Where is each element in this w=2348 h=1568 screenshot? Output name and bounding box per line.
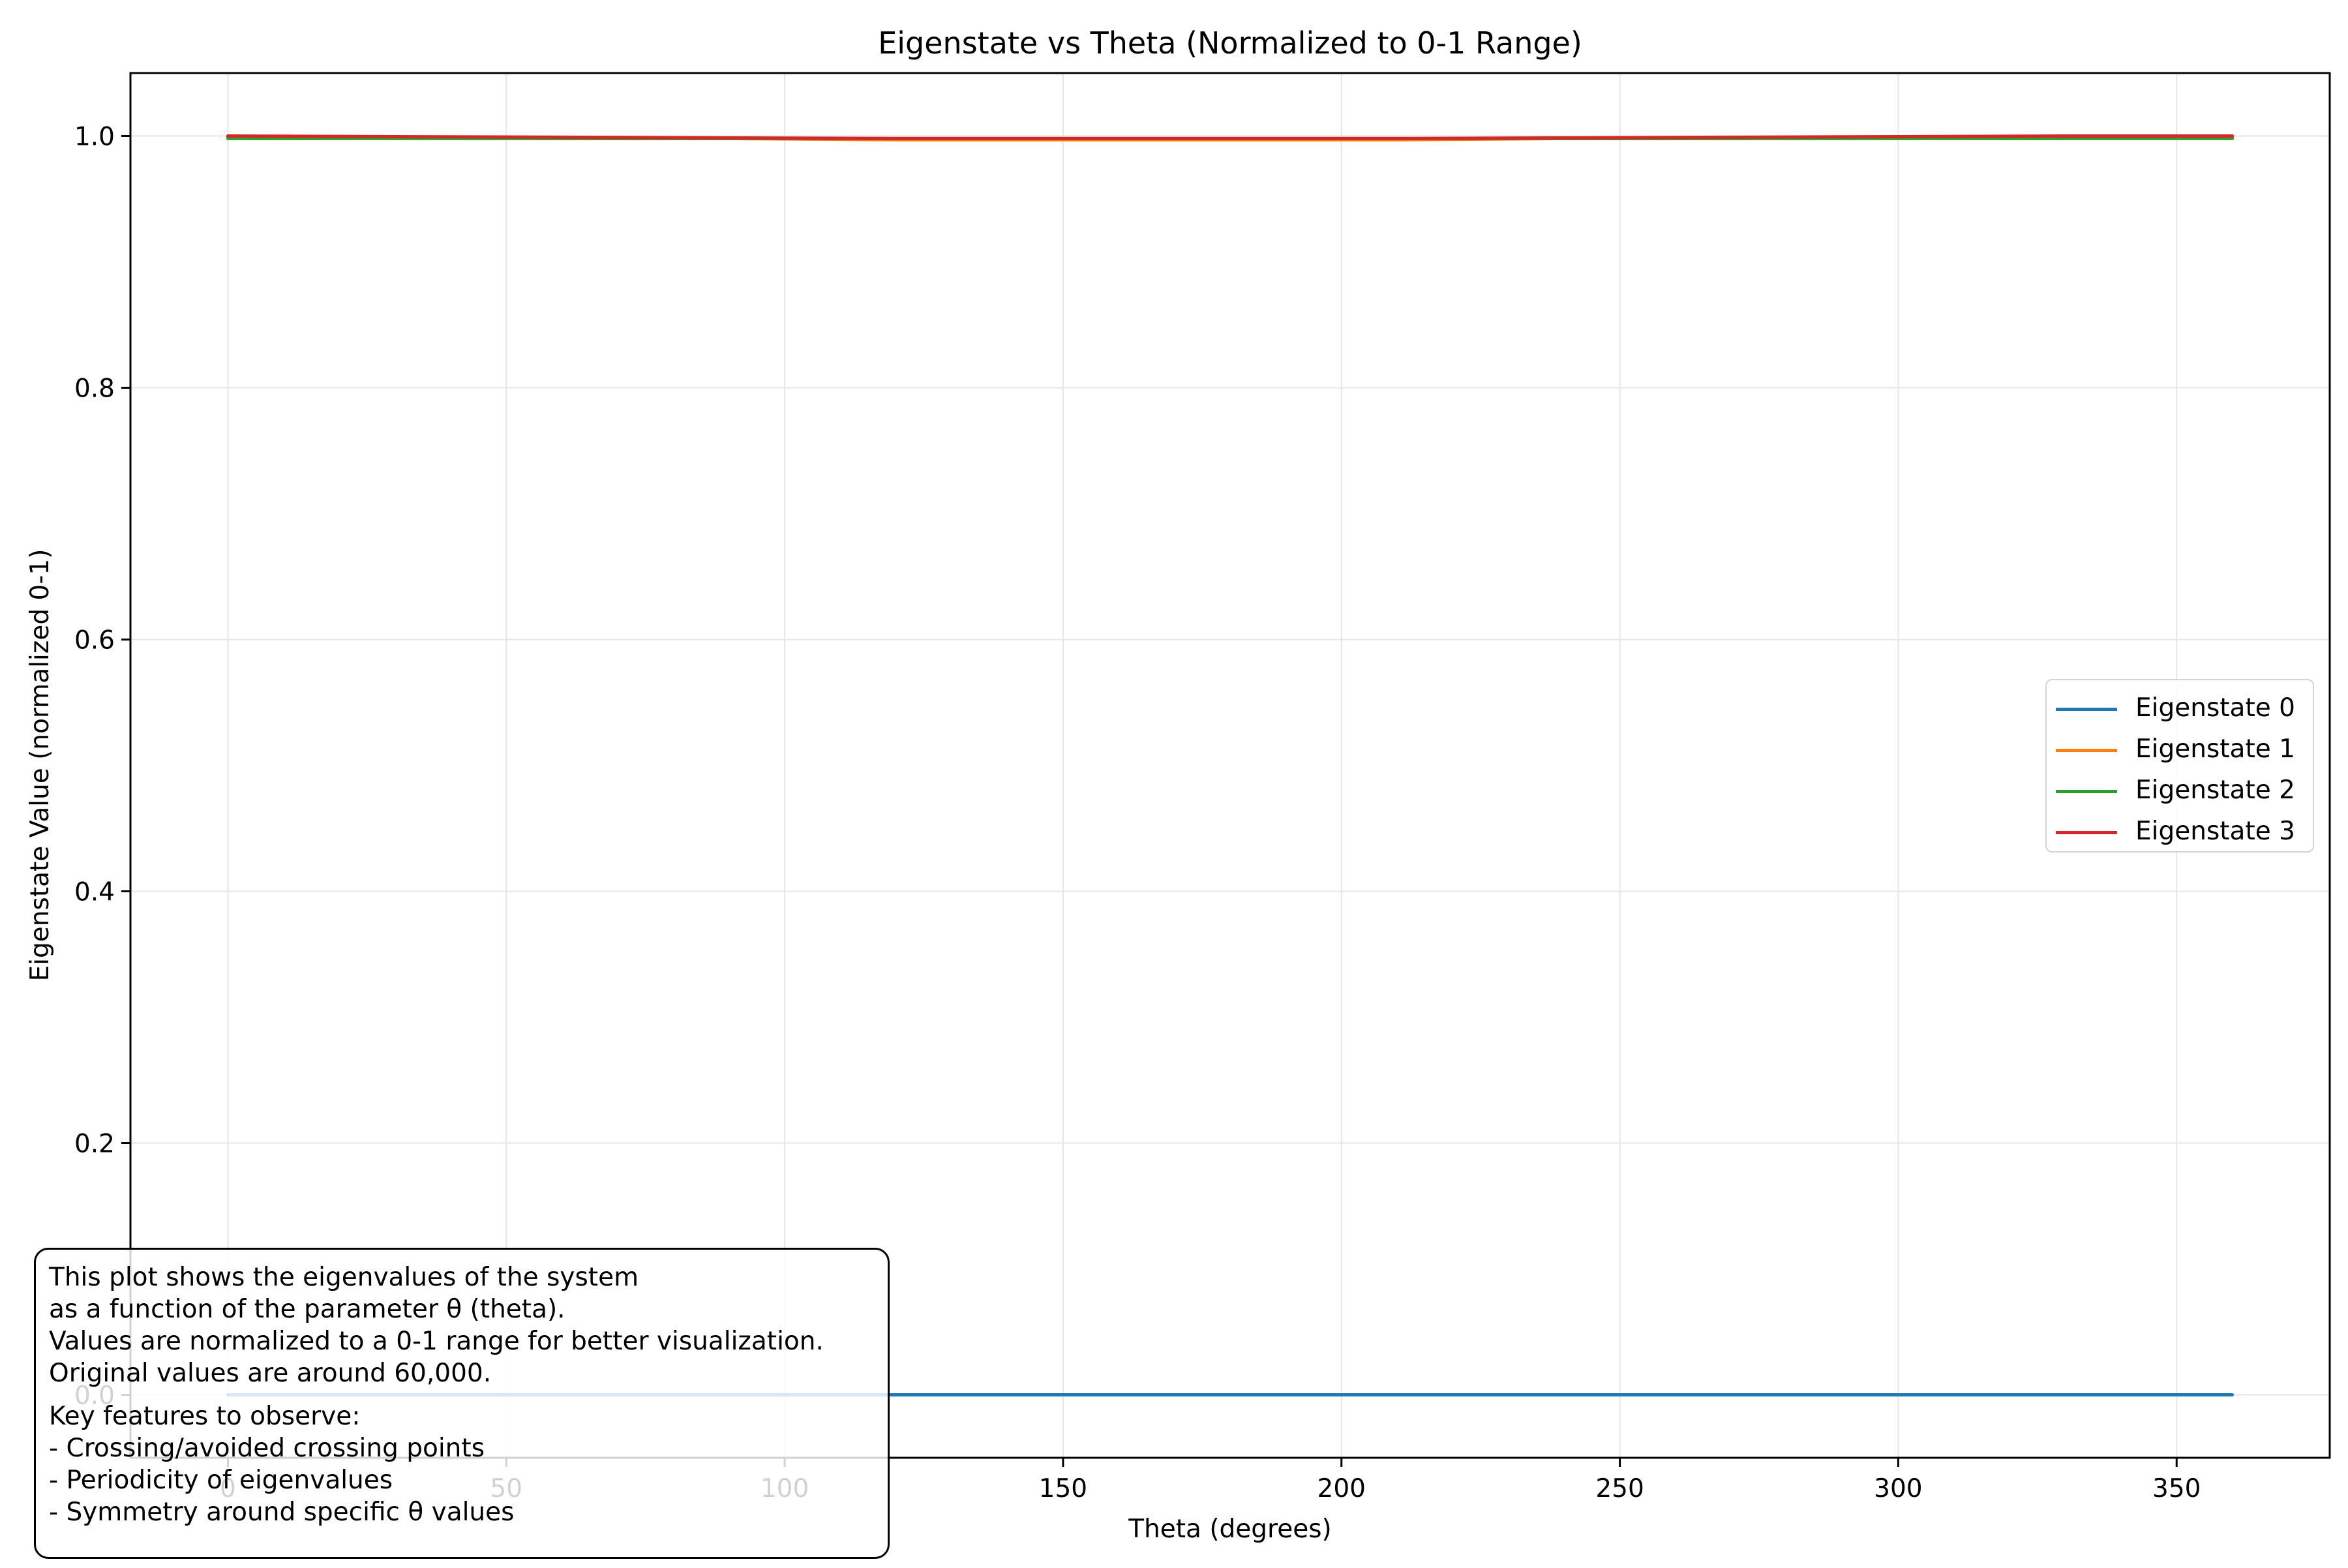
- x-axis-label: Theta (degrees): [1128, 1515, 1332, 1544]
- y-tick-label: 0.8: [74, 374, 115, 404]
- x-tick-label: 350: [2152, 1474, 2201, 1503]
- annotation-line: - Symmetry around specific θ values: [49, 1498, 515, 1527]
- chart-title: Eigenstate vs Theta (Normalized to 0-1 R…: [878, 25, 1582, 61]
- series-line-eigenstate-3: [226, 134, 2235, 140]
- x-tick-label: 250: [1595, 1474, 1644, 1503]
- legend-swatch: [2056, 708, 2117, 711]
- plot-frame: [129, 72, 2331, 1459]
- legend-item: Eigenstate 2: [2047, 770, 2313, 811]
- annotation-line: - Crossing/avoided crossing points: [49, 1434, 485, 1463]
- annotation-line: - Periodicity of eigenvalues: [49, 1466, 393, 1495]
- x-tick-label: 300: [1874, 1474, 1922, 1503]
- legend: Eigenstate 0 Eigenstate 1 Eigenstate 2 Eige…: [2045, 679, 2314, 852]
- series-lines: [226, 134, 2235, 1396]
- x-tick-label: 200: [1317, 1474, 1366, 1503]
- y-tick-label: 0.4: [74, 878, 115, 907]
- legend-item: Eigenstate 3: [2047, 811, 2313, 852]
- legend-label: Eigenstate 0: [2135, 693, 2295, 723]
- y-axis-label: Eigenstate Value (normalized 0-1): [25, 549, 55, 982]
- annotation-line: Values are normalized to a 0-1 range for…: [49, 1327, 824, 1356]
- legend-swatch: [2056, 790, 2117, 793]
- legend-label: Eigenstate 1: [2135, 734, 2295, 764]
- annotation-line: as a function of the parameter θ (theta)…: [49, 1295, 565, 1324]
- annotation-line: This plot shows the eigenvalues of the s…: [49, 1263, 639, 1292]
- y-tick-label: 0.2: [74, 1130, 115, 1159]
- y-tick-label: 0.6: [74, 626, 115, 656]
- legend-label: Eigenstate 3: [2135, 817, 2295, 846]
- annotation-box: This plot shows the eigenvalues of the s…: [34, 1248, 890, 1559]
- y-tick-label: 1.0: [74, 123, 115, 152]
- annotation-line: Original values are around 60,000.: [49, 1359, 492, 1388]
- legend-swatch: [2056, 749, 2117, 752]
- legend-swatch: [2056, 831, 2117, 834]
- annotation-spacer: [49, 1389, 888, 1400]
- legend-item: Eigenstate 1: [2047, 729, 2313, 770]
- annotation-line: Key features to observe:: [49, 1402, 361, 1431]
- legend-item: Eigenstate 0: [2047, 688, 2313, 729]
- x-tick-label: 150: [1039, 1474, 1087, 1503]
- legend-label: Eigenstate 2: [2135, 776, 2295, 805]
